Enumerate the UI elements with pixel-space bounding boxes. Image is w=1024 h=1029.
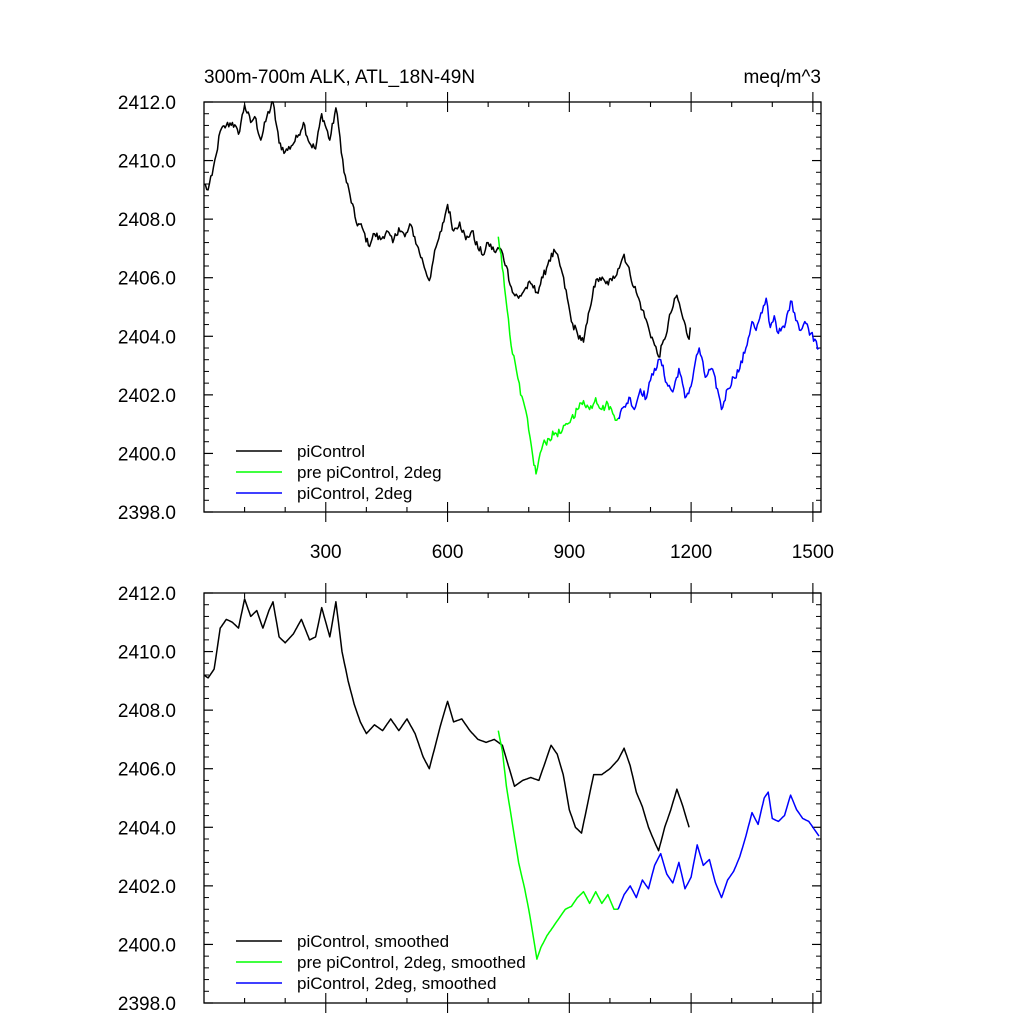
series-line-black [203, 598, 690, 852]
y-tick-label: 2410.0 [118, 643, 176, 664]
x-tick-label: 1200 [670, 542, 712, 563]
series-line-green [497, 730, 618, 960]
bottom-panel: 2398.0 2400.0 2402.0 2404.0 2406.0 2408.0 2410… [118, 583, 822, 1015]
series-line-green [497, 236, 619, 475]
legend-label: piControl, 2deg, smoothed [297, 974, 496, 993]
series-line-black [203, 101, 692, 358]
y-tick-label: 2412.0 [118, 93, 176, 114]
y-tick-label: 2404.0 [118, 327, 176, 348]
series-line-blue [617, 791, 820, 910]
y-tick-label: 2408.0 [118, 701, 176, 722]
legend-label: piControl, 2deg [297, 484, 412, 503]
plot-frame [203, 592, 822, 1004]
y-tick-label: 2406.0 [118, 269, 176, 290]
legend-label: piControl, smoothed [297, 932, 449, 951]
x-tick-label: 300 [310, 542, 342, 563]
y-tick-label: 2398.0 [118, 994, 176, 1015]
chart-title: 300m-700m ALK, ATL_18N-49N [204, 67, 475, 88]
y-tick-label: 2398.0 [118, 503, 176, 524]
y-tick-label: 2406.0 [118, 760, 176, 781]
y-tick-label: 2400.0 [118, 444, 176, 465]
legend-label: pre piControl, 2deg, smoothed [297, 953, 526, 972]
y-tick-label: 2410.0 [118, 152, 176, 173]
units-label: meq/m^3 [743, 67, 821, 88]
plot-frame [203, 101, 822, 513]
x-tick-label: 600 [432, 542, 464, 563]
top-panel: 2398.0 2400.0 2402.0 2404.0 2406.0 2408.0 2410… [118, 92, 834, 563]
y-tick-label: 2404.0 [118, 818, 176, 839]
y-tick-label: 2400.0 [118, 935, 176, 956]
y-tick-label: 2402.0 [118, 877, 176, 898]
legend-label: piControl [297, 442, 365, 461]
legend-label: pre piControl, 2deg [297, 463, 442, 482]
x-tick-label: 900 [553, 542, 585, 563]
y-tick-label: 2402.0 [118, 386, 176, 407]
y-tick-label: 2412.0 [118, 584, 176, 605]
y-tick-label: 2408.0 [118, 210, 176, 231]
x-tick-label: 1500 [792, 542, 834, 563]
series-line-blue [617, 297, 820, 420]
